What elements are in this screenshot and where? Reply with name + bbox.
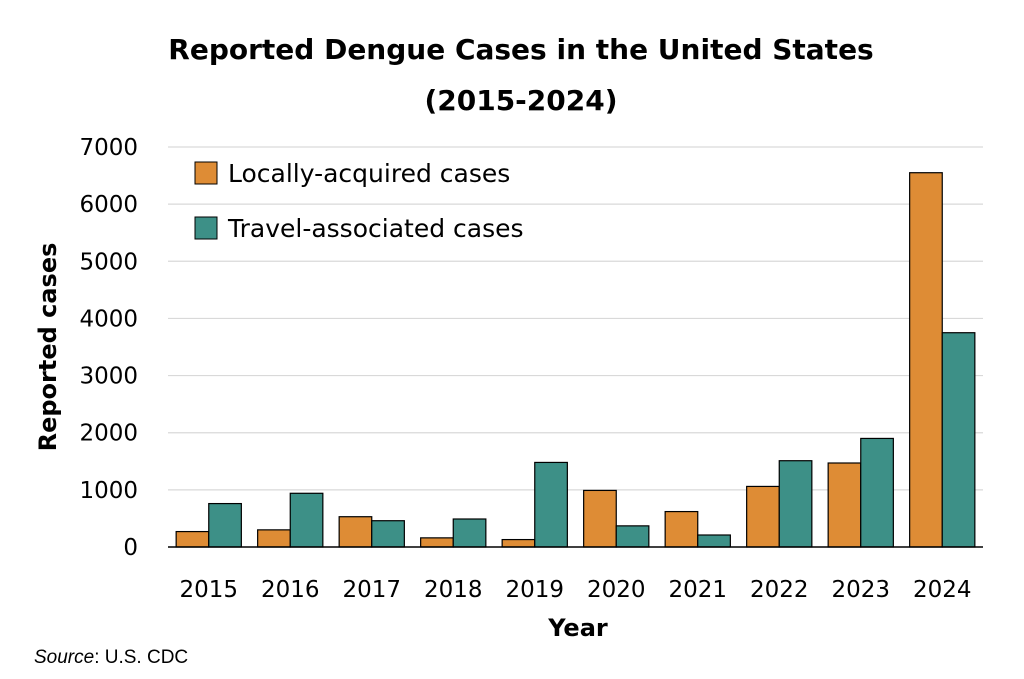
legend-swatch-travel-associated <box>194 216 218 240</box>
bar-travel-associated-2021 <box>697 534 731 548</box>
bar-travel-associated-2018 <box>452 518 487 548</box>
bar-locally-acquired-2020 <box>583 489 617 548</box>
x-tick-label: 2015 <box>179 577 238 603</box>
y-tick-label: 4000 <box>79 306 138 332</box>
x-tick-label: 2021 <box>668 577 727 603</box>
bar-travel-associated-2020 <box>615 525 650 548</box>
bar-locally-acquired-2021 <box>664 510 699 548</box>
bar-travel-associated-2023 <box>860 437 894 548</box>
y-tick-label: 5000 <box>79 249 138 275</box>
bar-locally-acquired-2018 <box>420 537 454 548</box>
bar-locally-acquired-2016 <box>257 529 291 548</box>
x-tick-label: 2016 <box>261 577 320 603</box>
y-tick-label: 2000 <box>79 421 138 447</box>
y-tick-label: 3000 <box>79 364 138 390</box>
bar-locally-acquired-2017 <box>338 516 373 548</box>
bar-locally-acquired-2024 <box>909 172 943 548</box>
x-tick-label: 2020 <box>587 577 646 603</box>
x-tick-label: 2024 <box>913 577 972 603</box>
y-tick-label: 1000 <box>79 478 138 504</box>
gridlines <box>168 146 983 491</box>
bar-locally-acquired-2022 <box>746 485 780 548</box>
bar-travel-associated-2016 <box>289 492 324 548</box>
legend-swatch-locally-acquired <box>194 161 218 185</box>
x-axis-title: Year <box>547 614 608 642</box>
bar-locally-acquired-2015 <box>175 530 210 548</box>
y-axis-ticks: 0 1000 2000 3000 4000 5000 6000 7000 <box>79 135 138 561</box>
y-tick-label: 7000 <box>79 135 138 161</box>
x-tick-label: 2023 <box>831 577 890 603</box>
x-tick-label: 2017 <box>342 577 401 603</box>
source-label: Source <box>34 647 94 668</box>
x-tick-label: 2022 <box>750 577 809 603</box>
chart-title: Reported Dengue Cases in the United Stat… <box>168 33 873 66</box>
bars <box>175 172 976 548</box>
bar-travel-associated-2019 <box>534 461 568 548</box>
bar-travel-associated-2022 <box>778 460 813 548</box>
bar-travel-associated-2024 <box>941 332 976 548</box>
source-value: U.S. CDC <box>99 647 188 668</box>
y-tick-label: 6000 <box>79 192 138 218</box>
bar-locally-acquired-2023 <box>827 462 862 548</box>
legend: Locally-acquired cases Travel-associated… <box>194 159 524 243</box>
x-axis-ticks: 2015 2016 2017 2018 2019 2020 2021 2022 2023 2024 <box>179 577 971 603</box>
y-axis-title: Reported cases <box>34 243 62 452</box>
legend-label-travel-associated: Travel-associated cases <box>227 214 524 243</box>
bar-locally-acquired-2019 <box>501 538 536 548</box>
source-note: Source: U.S. CDC <box>34 647 188 668</box>
legend-label-locally-acquired: Locally-acquired cases <box>228 159 510 188</box>
x-tick-label: 2018 <box>424 577 483 603</box>
y-tick-label: 0 <box>123 535 138 561</box>
x-tick-label: 2019 <box>505 577 564 603</box>
bar-travel-associated-2017 <box>371 520 405 548</box>
chart-subtitle: (2015-2024) <box>424 84 617 117</box>
source-separator: : <box>94 647 99 668</box>
bar-travel-associated-2015 <box>208 502 242 548</box>
